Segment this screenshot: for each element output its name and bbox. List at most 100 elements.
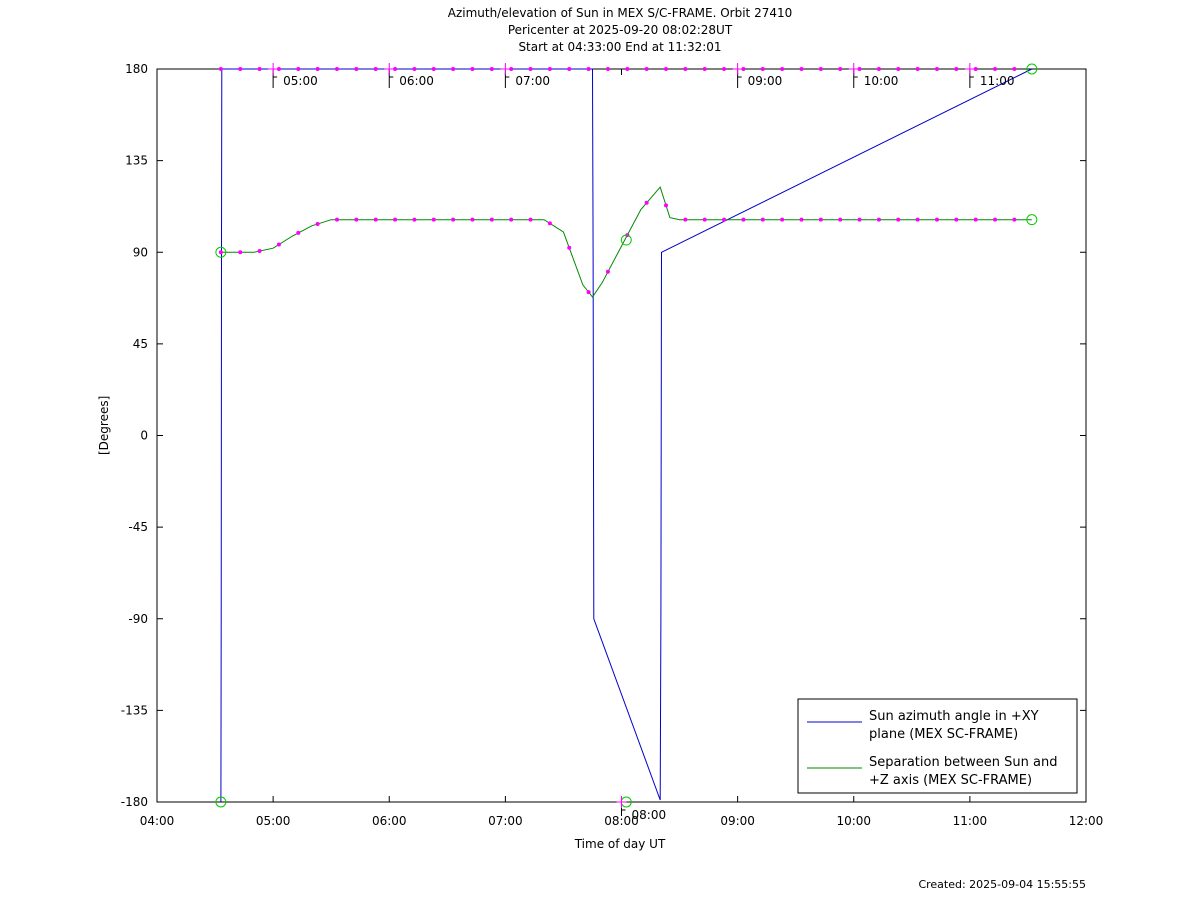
pericenter-text: Pericenter at 2025-09-20 08:02:28UT	[507, 23, 733, 37]
x-tick-label: 07:00	[488, 814, 523, 828]
annotation-label: 06:00	[399, 74, 434, 88]
azimuth-marker	[683, 67, 688, 71]
separation-marker	[451, 217, 456, 222]
event-circle	[1026, 63, 1038, 75]
x-tick-label: 11:00	[953, 814, 988, 828]
azimuth-marker	[741, 67, 746, 71]
annotation-label: 09:00	[748, 74, 783, 88]
separation-marker	[238, 250, 243, 255]
separation-marker	[605, 269, 610, 274]
azimuth-marker	[296, 67, 301, 71]
y-tick-label: 135	[125, 154, 148, 168]
azimuth-marker	[973, 67, 978, 71]
azimuth-marker	[1012, 67, 1017, 71]
azimuth-marker	[780, 67, 785, 71]
separation-marker	[702, 217, 707, 222]
x-tick-label: 05:00	[256, 814, 291, 828]
azimuth-marker	[373, 67, 378, 71]
event-circle	[215, 796, 227, 808]
y-tick-label: 180	[125, 62, 148, 76]
azimuth-marker	[586, 67, 591, 71]
x-tick-label: 09:00	[720, 814, 755, 828]
azimuth-marker	[605, 67, 610, 71]
separation-marker	[315, 221, 320, 226]
separation-marker	[296, 230, 301, 235]
y-tick-label: -45	[128, 520, 148, 534]
legend-label: plane (MEX SC-FRAME)	[869, 727, 1018, 742]
azimuth-marker	[547, 67, 552, 71]
separation-marker	[915, 217, 920, 222]
annotation-label: 11:00	[980, 74, 1015, 88]
separation-marker	[780, 217, 785, 222]
separation-marker	[431, 217, 436, 222]
azimuth-marker	[934, 67, 939, 71]
azimuth-marker	[857, 67, 862, 71]
separation-marker	[257, 249, 262, 254]
azimuth-marker	[664, 67, 669, 71]
legend-box	[797, 698, 1078, 794]
event-circle	[620, 234, 632, 246]
azimuth-marker	[334, 67, 339, 71]
y-tick-label: -135	[121, 703, 148, 717]
azimuth-marker	[218, 67, 223, 71]
legend-label: +Z axis (MEX SC-FRAME)	[869, 773, 1032, 788]
annotation-label: 05:00	[283, 74, 318, 88]
created-timestamp: Created: 2025-09-04 15:55:55	[918, 878, 1086, 891]
azimuth-marker	[896, 67, 901, 71]
event-circle	[215, 246, 227, 258]
separation-marker	[741, 217, 746, 222]
separation-marker	[489, 217, 494, 222]
y-tick-label: 90	[133, 245, 148, 259]
azimuth-marker	[799, 67, 804, 71]
azimuth-series-line	[220, 68, 1033, 803]
azimuth-marker	[509, 67, 514, 71]
separation-marker	[276, 242, 281, 247]
separation-marker	[354, 217, 359, 222]
x-tick-label: 08:00	[604, 814, 639, 828]
separation-marker	[528, 217, 533, 222]
separation-marker	[857, 217, 862, 222]
separation-marker	[393, 217, 398, 222]
azimuth-marker	[876, 67, 881, 71]
azimuth-marker	[451, 67, 456, 71]
separation-marker	[876, 217, 881, 222]
azimuth-marker	[489, 67, 494, 71]
x-tick-label: 10:00	[836, 814, 871, 828]
start-end-text: Start at 04:33:00 End at 11:32:01	[518, 40, 722, 54]
y-tick-label: 45	[133, 337, 148, 351]
separation-series-line	[220, 186, 1032, 298]
azimuth-marker	[993, 67, 998, 71]
y-tick-label: 0	[140, 429, 148, 443]
separation-marker	[954, 217, 959, 222]
x-tick-label: 04:00	[140, 814, 175, 828]
y-tick-label: -180	[121, 795, 148, 809]
azimuth-marker	[625, 67, 630, 71]
azimuth-marker	[257, 67, 262, 71]
azimuth-marker	[722, 67, 727, 71]
azimuth-marker	[644, 67, 649, 71]
azimuth-marker	[393, 67, 398, 71]
separation-marker	[412, 217, 417, 222]
azimuth-marker	[528, 67, 533, 71]
chart-title: Azimuth/elevation of Sun in MEX S/C-FRAM…	[447, 6, 793, 20]
annotation-label: 10:00	[864, 74, 899, 88]
separation-marker	[373, 217, 378, 222]
separation-marker	[470, 217, 475, 222]
separation-marker	[760, 217, 765, 222]
legend-label: Separation between Sun and	[869, 755, 1057, 770]
azimuth-marker	[915, 67, 920, 71]
separation-marker	[818, 217, 823, 222]
separation-marker	[934, 217, 939, 222]
separation-marker	[664, 203, 669, 208]
separation-marker	[509, 217, 514, 222]
y-axis-label: [Degrees]	[97, 395, 111, 455]
separation-marker	[722, 217, 727, 222]
separation-marker	[547, 221, 552, 226]
y-tick-label: -90	[128, 612, 148, 626]
event-circle	[1026, 214, 1038, 226]
separation-marker	[334, 217, 339, 222]
separation-marker	[644, 200, 649, 205]
separation-marker	[799, 217, 804, 222]
plot-frame	[156, 68, 1087, 803]
